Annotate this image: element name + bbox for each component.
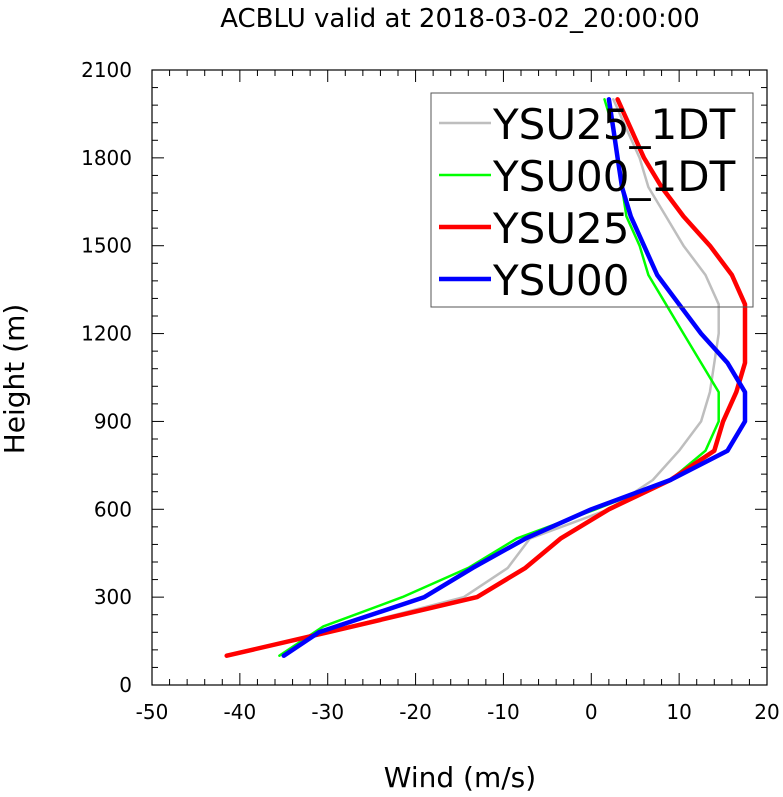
x-tick-label: 20 xyxy=(754,700,779,724)
x-tick-label: -20 xyxy=(399,700,432,724)
x-tick-label: -10 xyxy=(487,700,520,724)
chart-title: ACBLU valid at 2018-03-02_20:00:00 xyxy=(220,4,700,34)
legend-box xyxy=(430,92,754,308)
series-line-ysu25-1dt xyxy=(225,98,720,657)
y-tick-label: 1200 xyxy=(81,322,132,346)
axes-frame: -50 -40 -30 -20 -10 0 10 20 0 300 600 900 1200 1500 18… xyxy=(81,58,780,724)
x-tick-label: -30 xyxy=(311,700,344,724)
y-tick-label: 2100 xyxy=(81,58,132,82)
x-tick-label: -40 xyxy=(224,700,257,724)
legend-label: YSU25_1DT xyxy=(492,100,736,149)
y-tick-label: 600 xyxy=(94,497,132,521)
x-tick-label: 0 xyxy=(585,700,598,724)
y-tick-label: 1500 xyxy=(81,234,132,258)
legend-label: YSU00 xyxy=(492,256,630,305)
plot-frame xyxy=(151,69,768,686)
y-tick-label: 0 xyxy=(119,673,132,697)
series-lines xyxy=(224,97,748,658)
legend-label: YSU25 xyxy=(492,204,630,253)
y-tick-label: 300 xyxy=(94,585,132,609)
y-tick-label: 1800 xyxy=(81,146,132,170)
x-tick-label: 10 xyxy=(666,700,691,724)
x-axis-label: Wind (m/s) xyxy=(384,761,536,794)
x-tick-label: -50 xyxy=(136,700,169,724)
series-line-ysu25 xyxy=(224,97,748,658)
series-line-ysu00 xyxy=(281,97,748,658)
y-tick-label: 900 xyxy=(94,409,132,433)
legend-label: YSU00_1DT xyxy=(492,152,736,201)
y-axis-label: Height (m) xyxy=(0,304,31,455)
